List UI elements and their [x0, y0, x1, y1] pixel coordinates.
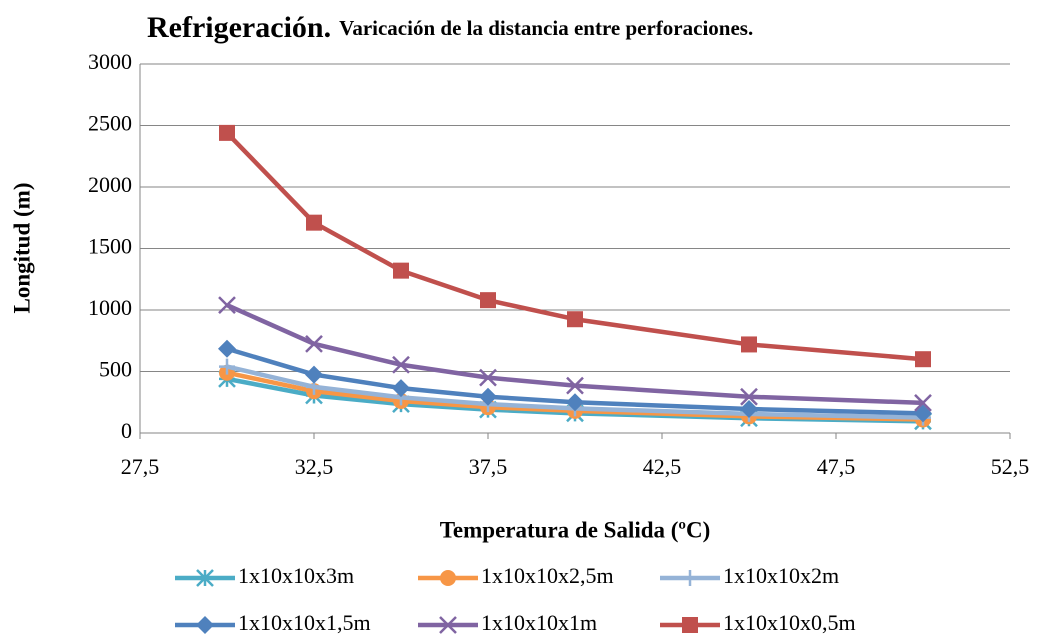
y-tick-label: 1000 — [88, 295, 132, 320]
marker — [915, 351, 931, 368]
legend-label: 1x10x10x1,5m — [238, 610, 371, 635]
marker — [196, 616, 214, 634]
marker — [440, 570, 456, 586]
x-tick-label: 37,5 — [469, 454, 508, 479]
marker — [305, 334, 323, 353]
legend-label: 1x10x10x3m — [238, 563, 354, 588]
marker — [479, 368, 497, 387]
x-tick-label: 32,5 — [295, 454, 334, 479]
marker — [196, 569, 214, 587]
x-tick-label: 42,5 — [643, 454, 682, 479]
marker — [682, 617, 698, 633]
series — [218, 339, 932, 423]
marker — [439, 616, 457, 634]
legend-label: 1x10x10x1m — [481, 610, 597, 635]
marker — [480, 292, 496, 309]
x-tick-label: 47,5 — [817, 454, 856, 479]
y-axis-label: Longitud (m) — [9, 183, 34, 314]
y-tick-label: 2500 — [88, 111, 132, 136]
x-tick-label: 27,5 — [121, 454, 160, 479]
marker — [740, 387, 758, 406]
series — [218, 296, 932, 412]
marker — [219, 358, 235, 375]
title: Refrigeración. — [147, 11, 331, 44]
marker — [305, 365, 323, 384]
series — [219, 124, 931, 368]
marker — [682, 570, 698, 586]
marker — [392, 355, 410, 374]
marker — [393, 262, 409, 279]
y-tick-label: 2000 — [88, 172, 132, 197]
marker — [218, 339, 236, 358]
legend-label: 1x10x10x0,5m — [723, 610, 856, 635]
y-tick-label: 0 — [121, 418, 132, 443]
marker — [566, 376, 584, 395]
x-axis-label: Temperatura de Salida (ºC) — [440, 517, 711, 542]
marker — [567, 311, 583, 328]
y-tick-label: 1500 — [88, 234, 132, 259]
subtitle: Varicación de la distancia entre perfora… — [339, 16, 753, 40]
marker — [566, 393, 584, 412]
marker — [479, 387, 497, 406]
marker — [741, 336, 757, 353]
marker — [218, 296, 236, 314]
legend-label: 1x10x10x2,5m — [481, 563, 614, 588]
marker — [914, 393, 932, 412]
y-tick-label: 500 — [99, 357, 132, 382]
chart-title: Refrigeración. Varicación de la distancia… — [147, 11, 753, 44]
marker — [219, 124, 235, 141]
marker — [306, 214, 322, 231]
y-tick-label: 3000 — [88, 49, 132, 74]
x-tick-label: 52,5 — [991, 454, 1030, 479]
legend-label: 1x10x10x2m — [723, 563, 839, 588]
marker — [392, 379, 410, 398]
marker — [740, 400, 758, 419]
